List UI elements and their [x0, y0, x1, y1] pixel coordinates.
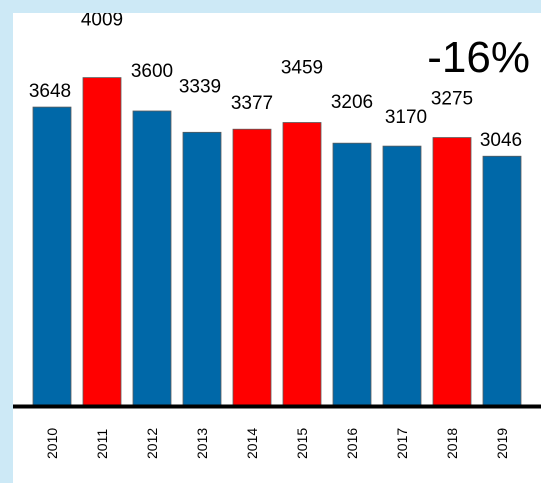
data-label-2011: 4009	[81, 13, 123, 31]
data-label-2017: 3170	[385, 107, 427, 128]
bar-2015	[282, 122, 322, 406]
bar-2014	[232, 128, 272, 406]
bar-2019	[482, 155, 522, 406]
bar-2012	[132, 110, 172, 406]
bars-layer	[32, 77, 522, 406]
x-tick-label-2010: 2010	[44, 428, 60, 459]
data-label-2018: 3275	[431, 89, 473, 110]
x-tick-label-2013: 2013	[194, 428, 210, 459]
change-headline: -16%	[427, 33, 530, 82]
x-tick-label-2016: 2016	[344, 428, 360, 459]
data-label-2015: 3459	[281, 58, 323, 79]
data-label-2019: 3046	[480, 130, 522, 151]
data-label-2013: 3339	[179, 76, 221, 97]
data-label-2016: 3206	[331, 92, 373, 113]
data-label-2012: 3600	[131, 61, 173, 82]
bar-2011	[82, 77, 122, 406]
x-tick-labels-layer: 2010 2011 2012 2013 2014 2015 2016 2017 2018 2019	[44, 428, 510, 459]
x-tick-label-2015: 2015	[294, 428, 310, 459]
chart-panel: -16% 3648 4009 3600 3339 3377 3459 3206 3170 327…	[13, 13, 541, 483]
bar-2018	[432, 137, 472, 406]
x-tick-label-2019: 2019	[494, 428, 510, 459]
bar-2016	[332, 142, 372, 406]
bar-2010	[32, 106, 72, 406]
x-tick-label-2014: 2014	[244, 428, 260, 459]
bar-2013	[182, 131, 222, 406]
x-tick-label-2011: 2011	[94, 429, 110, 459]
data-label-2010: 3648	[29, 81, 71, 102]
x-tick-label-2012: 2012	[144, 428, 160, 459]
x-tick-label-2017: 2017	[394, 428, 410, 459]
bar-2017	[382, 145, 422, 406]
x-tick-label-2018: 2018	[444, 428, 460, 459]
data-label-2014: 3377	[231, 93, 273, 114]
